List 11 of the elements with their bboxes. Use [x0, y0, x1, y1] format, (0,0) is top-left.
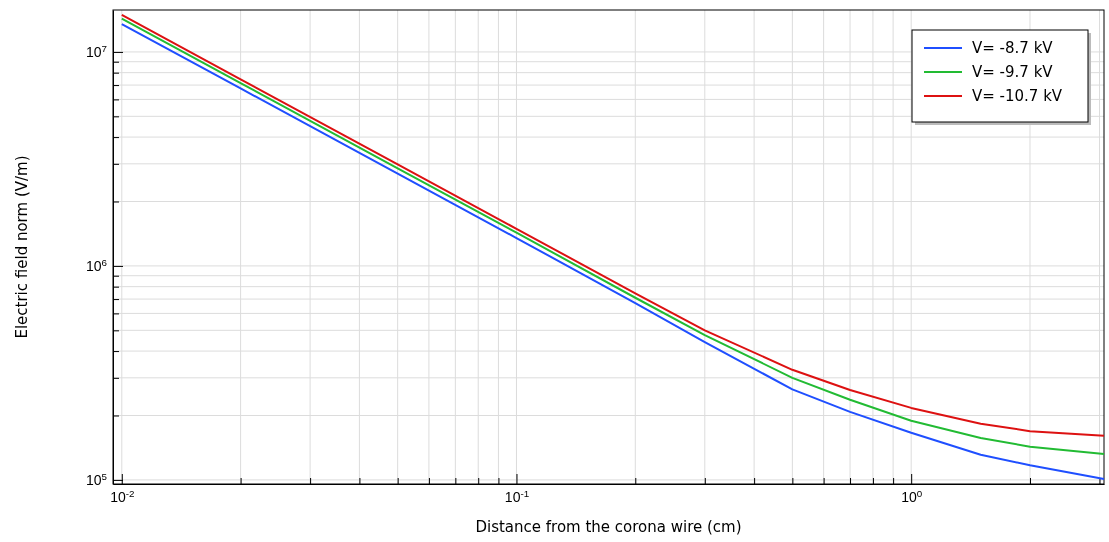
legend-label: V= -10.7 kV — [972, 87, 1063, 106]
y-axis-title: Electric field norm (V/m) — [13, 155, 31, 339]
x-tick-label: 10$^{0}$ — [901, 487, 923, 505]
y-tick-label: 10$^{7}$ — [85, 42, 107, 60]
x-axis-title: Distance from the corona wire (cm) — [475, 518, 742, 536]
x-tick-label: 10$^{-2}$ — [110, 487, 135, 505]
legend-label: V= -9.7 kV — [972, 63, 1054, 82]
x-tick-label: 10$^{-1}$ — [504, 487, 530, 505]
y-tick-label: 10$^{6}$ — [85, 256, 108, 274]
legend-label: V= -8.7 kV — [972, 39, 1054, 58]
y-tick-label: 10$^{5}$ — [85, 470, 108, 488]
